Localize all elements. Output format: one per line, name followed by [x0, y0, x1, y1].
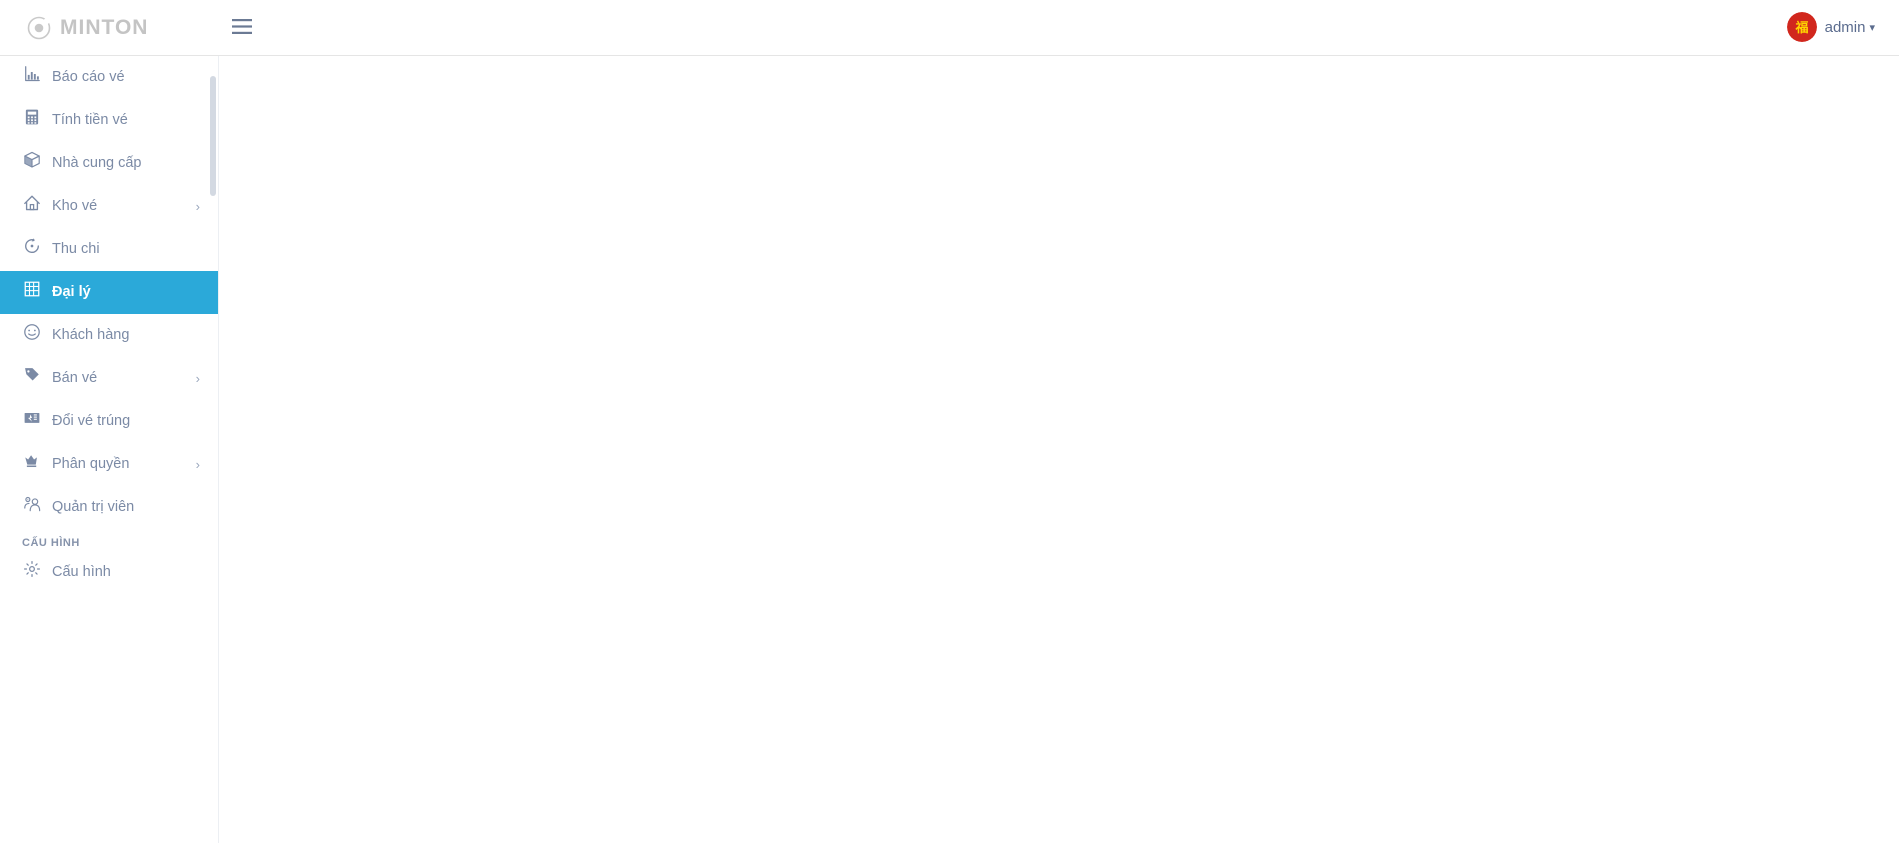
svg-text:福: 福 [1794, 20, 1808, 35]
